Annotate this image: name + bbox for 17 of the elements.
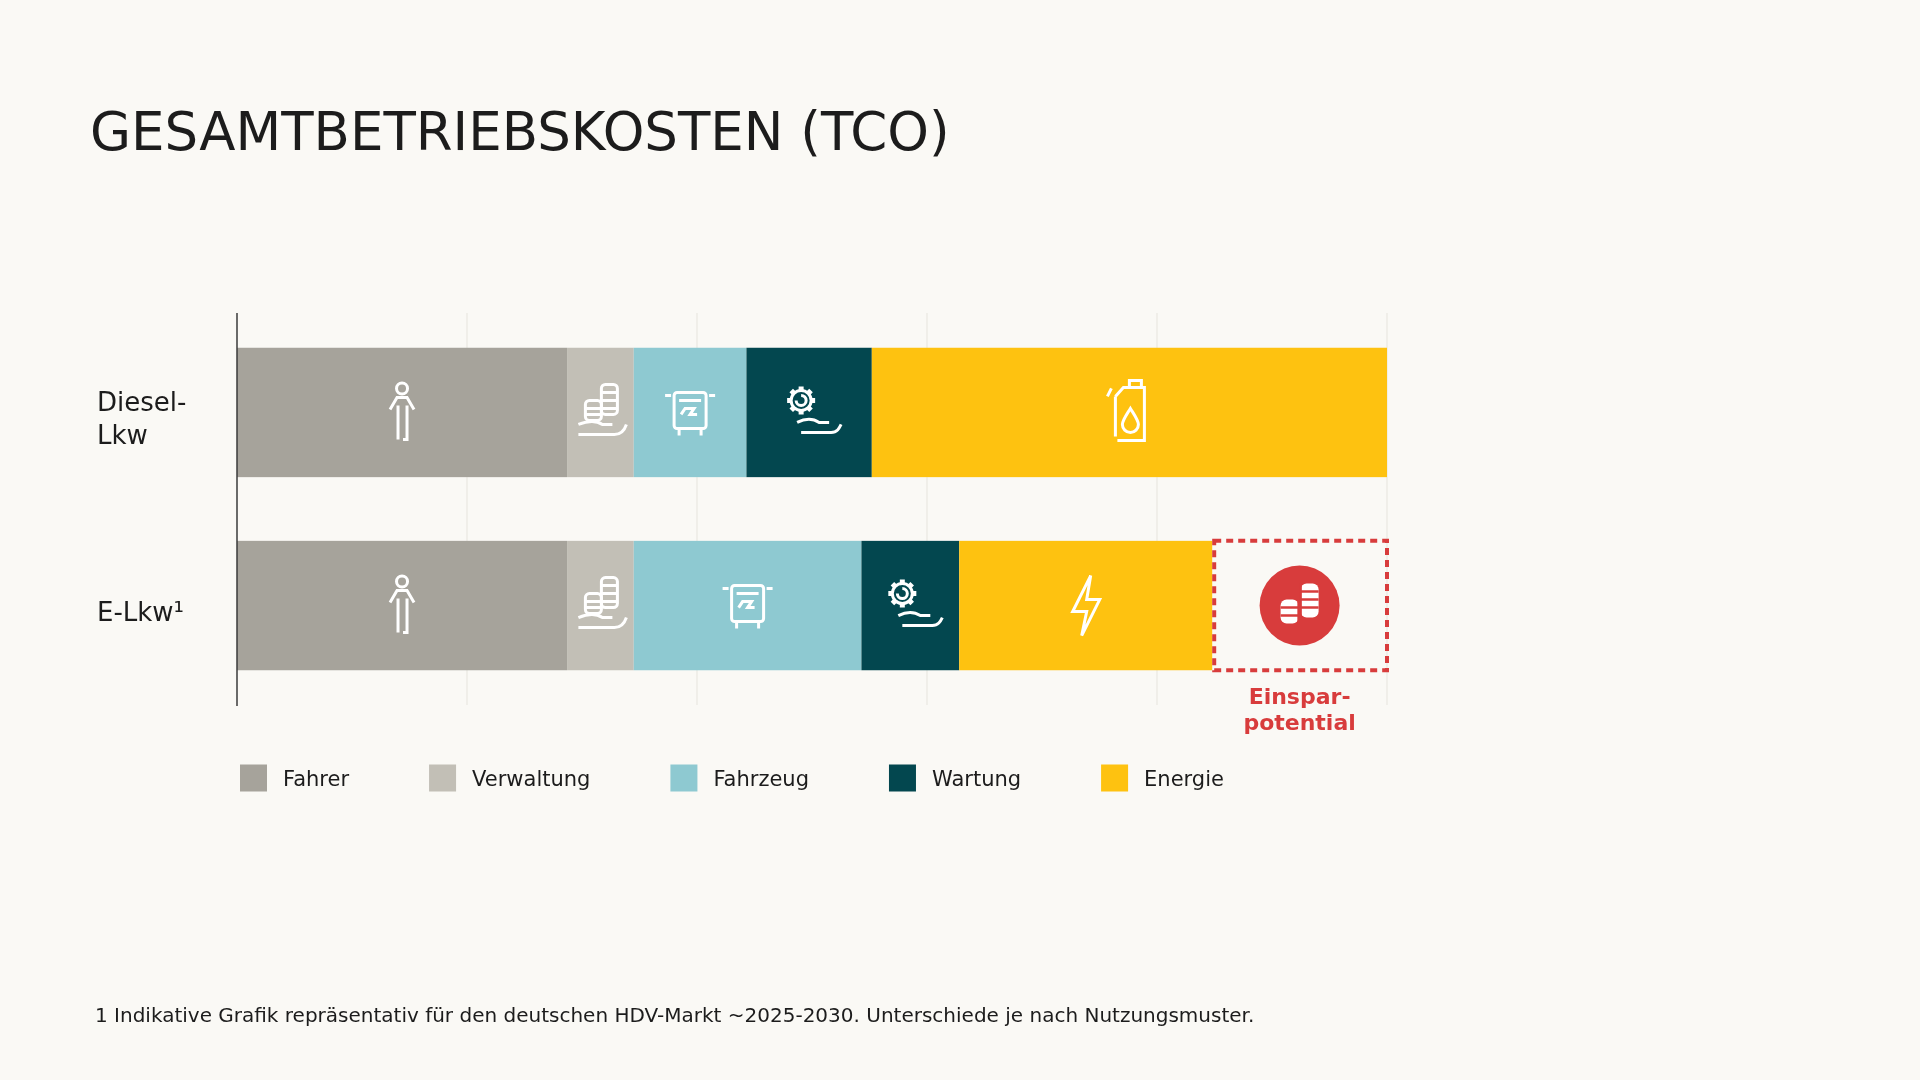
legend-label: Fahrer <box>283 766 350 791</box>
bar <box>237 540 568 671</box>
bar <box>861 540 960 671</box>
chart-title: GESAMTBETRIEBSKOSTEN (TCO) <box>90 101 950 162</box>
bar <box>746 347 872 478</box>
bar <box>633 347 747 478</box>
bar <box>633 540 862 671</box>
bar <box>237 347 568 478</box>
legend-label: Energie <box>1144 766 1224 791</box>
bar <box>871 347 1387 478</box>
y-tick-label: E-Lkw¹ <box>97 596 185 627</box>
legend-label: Verwaltung <box>472 766 591 791</box>
annotation: Einspar-potential <box>1243 684 1356 736</box>
y-tick-label: Diesel-Lkw <box>97 386 187 450</box>
text: 1 Indikative Grafik repräsentativ für den deutschen HDV-Markt ~2025-2030. Unterschiede je nach Nutzungsmuster. <box>95 1003 1255 1027</box>
legend-label: Fahrzeug <box>713 766 809 791</box>
legend-label: Wartung <box>931 766 1022 791</box>
